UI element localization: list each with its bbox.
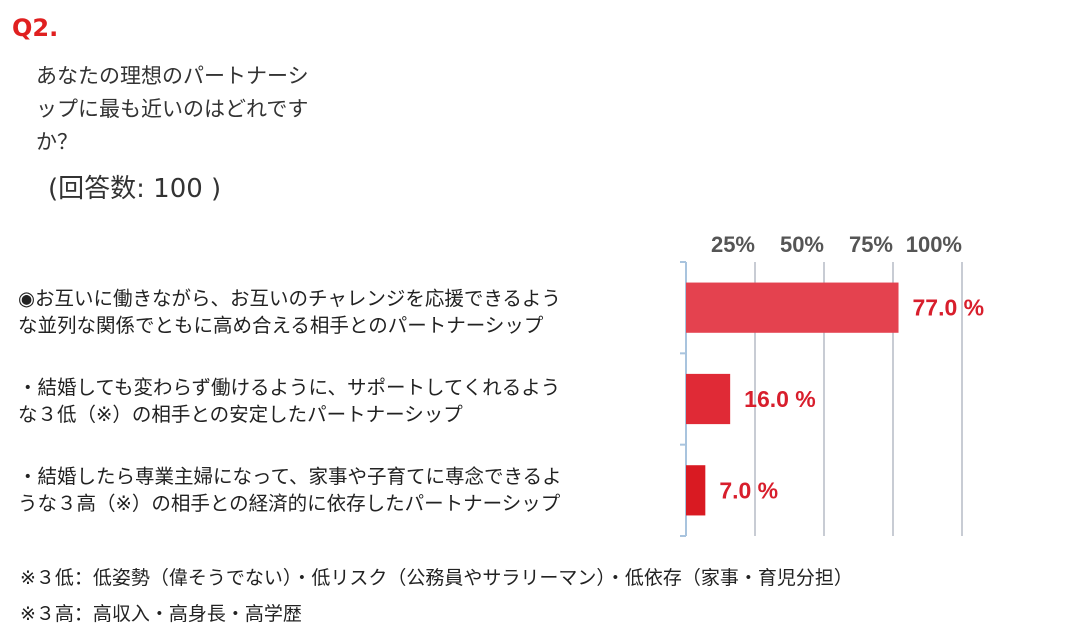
question-line: ップに最も近いのはどれです [36, 97, 309, 121]
category-label-line: ◉お互いに働きながら、お互いのチャレンジを応援できるよう [18, 287, 561, 310]
question-text: あなたの理想のパートナーシ ップに最も近いのはどれです か？ [36, 60, 346, 159]
tick-label: 100% [906, 232, 962, 257]
category-label-line: ・結婚しても変わらず働けるように、サポートしてくれるよう [18, 376, 561, 399]
question-line: か？ [36, 130, 78, 154]
tick-label: 25% [711, 232, 755, 257]
category-label-line: ・結婚したら専業主婦になって、家事や子育てに専念できるよ [18, 465, 562, 488]
category-label-line: な３低（※）の相手との安定したパートナーシップ [18, 403, 463, 426]
tick-label: 50% [780, 232, 824, 257]
data-label: 77.0 % [913, 295, 985, 321]
footnote: ※３高：高収入・高身長・高学歴 [20, 603, 302, 625]
footnotes: ※３低：低姿勢（偉そうでない）・低リスク（公務員やサラリーマン）・低依存（家事・… [20, 560, 853, 632]
footnote: ※３低：低姿勢（偉そうでない）・低リスク（公務員やサラリーマン）・低依存（家事・… [20, 567, 853, 589]
category-label: ・結婚したら専業主婦になって、家事や子育てに専念できるよ うな３高（※）の相手と… [18, 463, 562, 517]
category-label: ・結婚しても変わらず働けるように、サポートしてくれるよう な３低（※）の相手との… [18, 374, 560, 428]
respondent-count: (回答数: 100 ) [48, 174, 222, 204]
data-label: 7.0 % [719, 477, 778, 503]
category-label: ◉お互いに働きながら、お互いのチャレンジを応援できるよう な並列な関係でともに高… [18, 285, 561, 339]
category-label-line: な並列な関係でともに高め合える相手とのパートナーシップ [18, 314, 544, 337]
bar [686, 282, 899, 333]
tick-label: 75% [849, 232, 893, 257]
category-label-line: うな３高（※）の相手との経済的に依存したパートナーシップ [18, 492, 561, 515]
question-number: Q2. [12, 14, 59, 42]
bar [686, 373, 731, 425]
data-label: 16.0 % [744, 386, 816, 412]
bar [686, 465, 706, 516]
question-line: あなたの理想のパートナーシ [36, 64, 309, 88]
